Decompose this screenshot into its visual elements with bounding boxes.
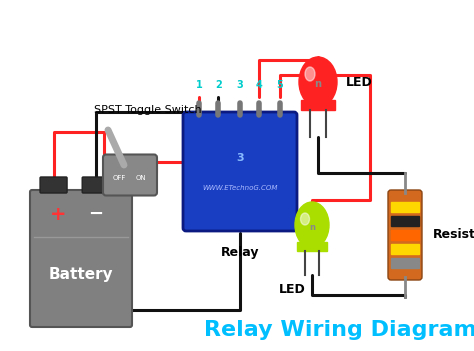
Bar xyxy=(297,242,327,251)
Text: n: n xyxy=(309,223,315,232)
Text: LED: LED xyxy=(279,283,305,296)
FancyBboxPatch shape xyxy=(40,177,67,193)
Ellipse shape xyxy=(299,57,337,107)
FancyBboxPatch shape xyxy=(103,154,157,196)
Text: −: − xyxy=(88,205,103,223)
Text: WWW.ETechnoG.COM: WWW.ETechnoG.COM xyxy=(202,185,278,191)
Text: Relay Wiring Diagram: Relay Wiring Diagram xyxy=(204,320,474,340)
Text: 3: 3 xyxy=(237,80,243,90)
Text: Battery: Battery xyxy=(49,267,113,282)
FancyBboxPatch shape xyxy=(82,177,109,193)
Text: 2: 2 xyxy=(215,80,222,90)
Ellipse shape xyxy=(305,67,315,81)
FancyBboxPatch shape xyxy=(388,190,422,280)
Text: OFF: OFF xyxy=(112,175,126,181)
Text: SPST Toggle Switch: SPST Toggle Switch xyxy=(94,105,202,115)
Ellipse shape xyxy=(295,202,329,248)
Text: 1: 1 xyxy=(196,80,202,90)
Text: Relay: Relay xyxy=(221,246,259,259)
Text: Resistor: Resistor xyxy=(433,229,474,241)
Bar xyxy=(391,216,419,226)
Text: +: + xyxy=(50,205,67,224)
Text: ON: ON xyxy=(136,175,146,181)
Bar xyxy=(391,244,419,254)
FancyBboxPatch shape xyxy=(30,190,132,327)
Text: 5: 5 xyxy=(277,80,283,90)
FancyBboxPatch shape xyxy=(183,112,297,231)
Text: 4: 4 xyxy=(256,80,263,90)
Bar xyxy=(391,230,419,240)
Text: n: n xyxy=(315,79,321,89)
Bar xyxy=(391,202,419,212)
Text: LED: LED xyxy=(346,75,373,88)
Bar xyxy=(301,100,335,110)
Text: 3: 3 xyxy=(236,153,244,163)
Bar xyxy=(391,258,419,268)
Ellipse shape xyxy=(301,213,310,225)
